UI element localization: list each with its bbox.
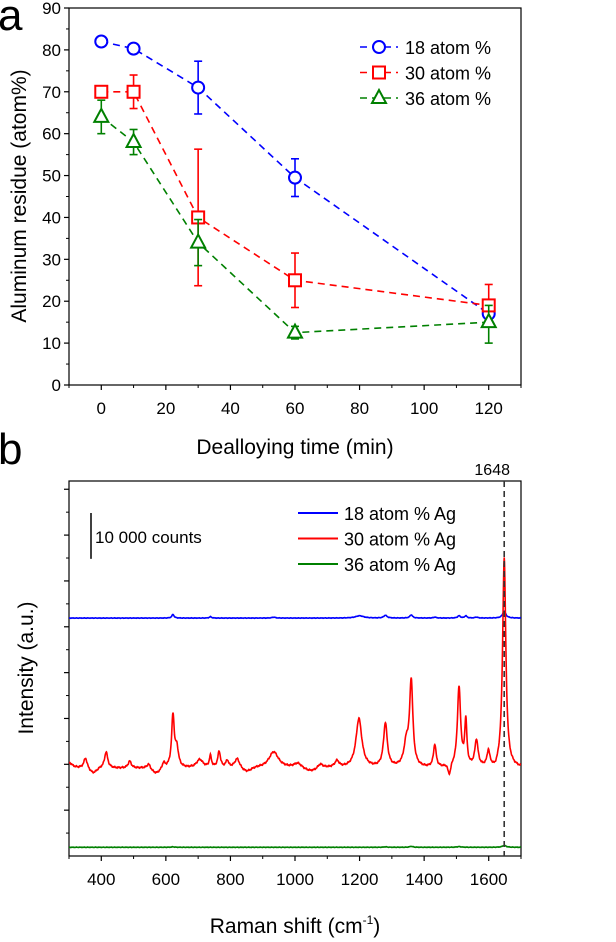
data-point (94, 34, 109, 49)
data-point (288, 273, 302, 288)
y-tick-label: 90 (42, 0, 61, 18)
y-tick-label: 60 (42, 125, 61, 144)
data-point (480, 312, 498, 329)
y-axis-title-b: Intensity (a.u.) (15, 601, 38, 734)
legend-label: 30 atom % (405, 64, 491, 84)
x-axis-title-superscript: -1 (363, 913, 374, 927)
x-tick-label: 40 (221, 399, 240, 418)
panel-label-a: a (0, 0, 23, 40)
x-axis-title-main: Raman shift (cm (210, 915, 363, 938)
y-axis-title-a: Aluminum residue (atom%) (8, 69, 31, 322)
spectrum-line-0 (69, 610, 521, 620)
x-tick-label: 1200 (341, 870, 379, 889)
legend-marker (372, 65, 386, 80)
data-point (124, 131, 143, 149)
y-tick-label: 10 (42, 334, 61, 353)
data-point (94, 84, 109, 99)
data-point (126, 41, 141, 56)
legend-marker (370, 87, 388, 104)
legend-marker (372, 40, 386, 54)
series-2: 36 atom % (92, 87, 498, 344)
y-tick-label: 0 (52, 376, 61, 395)
data-point (191, 80, 206, 95)
y-tick-label: 70 (42, 83, 61, 102)
y-tick-label: 40 (42, 208, 61, 227)
legend-label: 36 atom % Ag (344, 555, 456, 575)
scale-bar-label: 10 000 counts (95, 528, 202, 547)
x-tick-label: 100 (410, 399, 438, 418)
data-point (288, 170, 302, 185)
y-tick-label: 50 (42, 167, 61, 186)
x-tick-label: 1600 (470, 870, 508, 889)
panel-a: a 0 10 20 30 40 50 60 70 80 90 0 20 40 60 80 100 120 Deall… (0, 0, 522, 459)
data-point (189, 232, 207, 249)
x-tick-label: 0 (97, 399, 106, 418)
data-point (286, 322, 304, 339)
y-tick-label: 30 (42, 250, 61, 269)
series-0: 18 atom % (94, 34, 496, 321)
legend-label: 36 atom % (405, 89, 491, 109)
data-point (126, 84, 141, 99)
x-tick-label: 1400 (405, 870, 443, 889)
x-tick-label: 20 (156, 399, 175, 418)
x-axis-title-close: ) (373, 915, 380, 938)
y-tick-label: 20 (42, 292, 61, 311)
panel-b: b 400 600 800 1000 1200 1400 1600 Raman shift (c… (0, 425, 522, 938)
x-tick-label: 120 (475, 399, 503, 418)
x-axis-title-b: Raman shift (cm-1) (210, 913, 381, 938)
legend-label: 18 atom % (405, 38, 491, 58)
peak-marker-label: 1648 (474, 462, 510, 479)
x-tick-label: 600 (152, 870, 180, 889)
legend-label: 18 atom % Ag (344, 504, 456, 524)
y-tick-label: 80 (42, 41, 61, 60)
x-tick-label: 1000 (276, 870, 314, 889)
data-point (92, 106, 110, 123)
x-tick-label: 80 (350, 399, 369, 418)
spectrum-line-2 (69, 844, 521, 849)
x-tick-label: 800 (216, 870, 244, 889)
x-axis-title-a: Dealloying time (min) (196, 436, 393, 459)
panel-label-b: b (0, 425, 22, 474)
spectrum-line-1 (69, 557, 521, 776)
x-tick-label: 60 (286, 399, 305, 418)
legend-label: 30 atom % Ag (344, 530, 456, 550)
x-tick-label: 400 (87, 870, 115, 889)
